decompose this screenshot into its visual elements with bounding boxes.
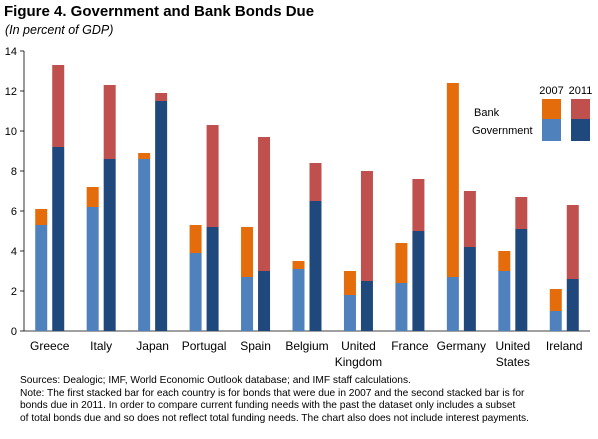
legend-label-bank: Bank (474, 107, 500, 119)
bar-bank-2007-portugal (189, 225, 202, 253)
bar-bank-2007-united-kingdom (343, 271, 356, 295)
note-line-2: bonds due in 2011. In order to compare c… (20, 400, 516, 412)
bar-bank-2011-japan (155, 93, 168, 101)
chart-subtitle: (In percent of GDP) (5, 23, 114, 37)
legend-swatch-government-2007 (542, 119, 561, 141)
bar-bank-2007-germany (446, 83, 459, 277)
y-tick-label: 6 (11, 206, 17, 218)
x-category-label: Portugal (182, 339, 227, 353)
bar-government-2011-italy (103, 159, 116, 331)
bar-bank-2011-greece (52, 65, 65, 147)
bar-bank-2011-italy (103, 85, 116, 159)
x-category-label: Spain (240, 339, 271, 353)
legend-year-label: 2011 (569, 85, 593, 97)
bar-bank-2007-ireland (549, 289, 562, 311)
bar-government-2007-greece (35, 225, 48, 331)
y-tick-label: 14 (5, 46, 17, 58)
bar-government-2011-united-kingdom (360, 281, 373, 331)
legend-label-government: Government (472, 125, 533, 137)
bar-bank-2011-belgium (309, 163, 322, 201)
note-line-1: Note: The first stacked bar for each cou… (20, 387, 525, 399)
bar-government-2007-united-kingdom (343, 295, 356, 331)
bar-bank-2007-france (395, 243, 408, 283)
bar-government-2011-france (412, 231, 425, 331)
x-category-label: Kingdom (335, 355, 382, 369)
bar-government-2011-united-states (515, 229, 528, 331)
bar-government-2007-italy (86, 207, 99, 331)
x-category-label: Belgium (285, 339, 328, 353)
bar-bank-2011-spain (258, 137, 271, 271)
y-tick-label: 10 (5, 126, 17, 138)
bar-government-2007-spain (241, 277, 254, 331)
stacked-bar-chart: 0 2 4 6 8 10 12 14 Greece Italy Japan Portugal Spain… (5, 46, 593, 369)
bar-government-2007-ireland (549, 311, 562, 331)
bar-bank-2011-ireland (566, 205, 579, 279)
legend-swatch-bank-2011 (571, 99, 590, 119)
x-category-label: Ireland (546, 339, 583, 353)
bar-bank-2007-united-states (498, 251, 511, 271)
y-tick-label: 8 (11, 166, 17, 178)
y-tick-label: 12 (5, 86, 17, 98)
y-tick-label: 0 (11, 326, 17, 338)
x-category-label: France (391, 339, 429, 353)
legend-swatch-bank-2007 (542, 99, 561, 119)
bar-government-2011-spain (258, 271, 271, 331)
bar-bank-2011-germany (463, 191, 476, 247)
legend-swatch-government-2011 (571, 119, 590, 141)
x-category-label: Germany (437, 339, 486, 353)
bar-government-2011-japan (155, 101, 168, 331)
bar-government-2011-belgium (309, 201, 322, 331)
x-category-label: United (495, 339, 530, 353)
bar-government-2011-portugal (206, 227, 219, 331)
bar-bank-2011-united-states (515, 197, 528, 229)
bar-government-2007-united-states (498, 271, 511, 331)
bar-government-2011-germany (463, 247, 476, 331)
bar-bank-2007-japan (138, 153, 151, 159)
bar-government-2007-germany (446, 277, 459, 331)
bar-bank-2011-united-kingdom (360, 171, 373, 281)
x-category-label: United (341, 339, 376, 353)
bar-bank-2011-france (412, 179, 425, 231)
bar-government-2011-greece (52, 147, 65, 331)
x-category-label: States (496, 355, 530, 369)
x-category-label: Italy (90, 339, 112, 353)
bar-bank-2007-belgium (292, 261, 305, 269)
bar-government-2007-france (395, 283, 408, 331)
chart-notes: Sources: Dealogic; IMF, World Economic O… (20, 375, 596, 425)
bar-bank-2007-italy (86, 187, 99, 207)
chart-title: Figure 4. Government and Bank Bonds Due (4, 3, 315, 20)
bar-government-2007-portugal (189, 253, 202, 331)
bar-government-2007-japan (138, 159, 151, 331)
bar-bank-2007-spain (241, 227, 254, 277)
note-line-3: of total bonds due and so does not refle… (20, 412, 529, 424)
y-tick-label: 2 (11, 286, 17, 298)
bar-bank-2011-portugal (206, 125, 219, 227)
bar-government-2011-ireland (566, 279, 579, 331)
x-category-label: Japan (136, 339, 169, 353)
sources-note: Sources: Dealogic; IMF, World Economic O… (20, 375, 411, 386)
x-category-label: Greece (30, 339, 70, 353)
bar-government-2007-belgium (292, 269, 305, 331)
legend-year-label: 2007 (539, 85, 563, 97)
bar-bank-2007-greece (35, 209, 48, 225)
y-tick-label: 4 (11, 246, 17, 258)
